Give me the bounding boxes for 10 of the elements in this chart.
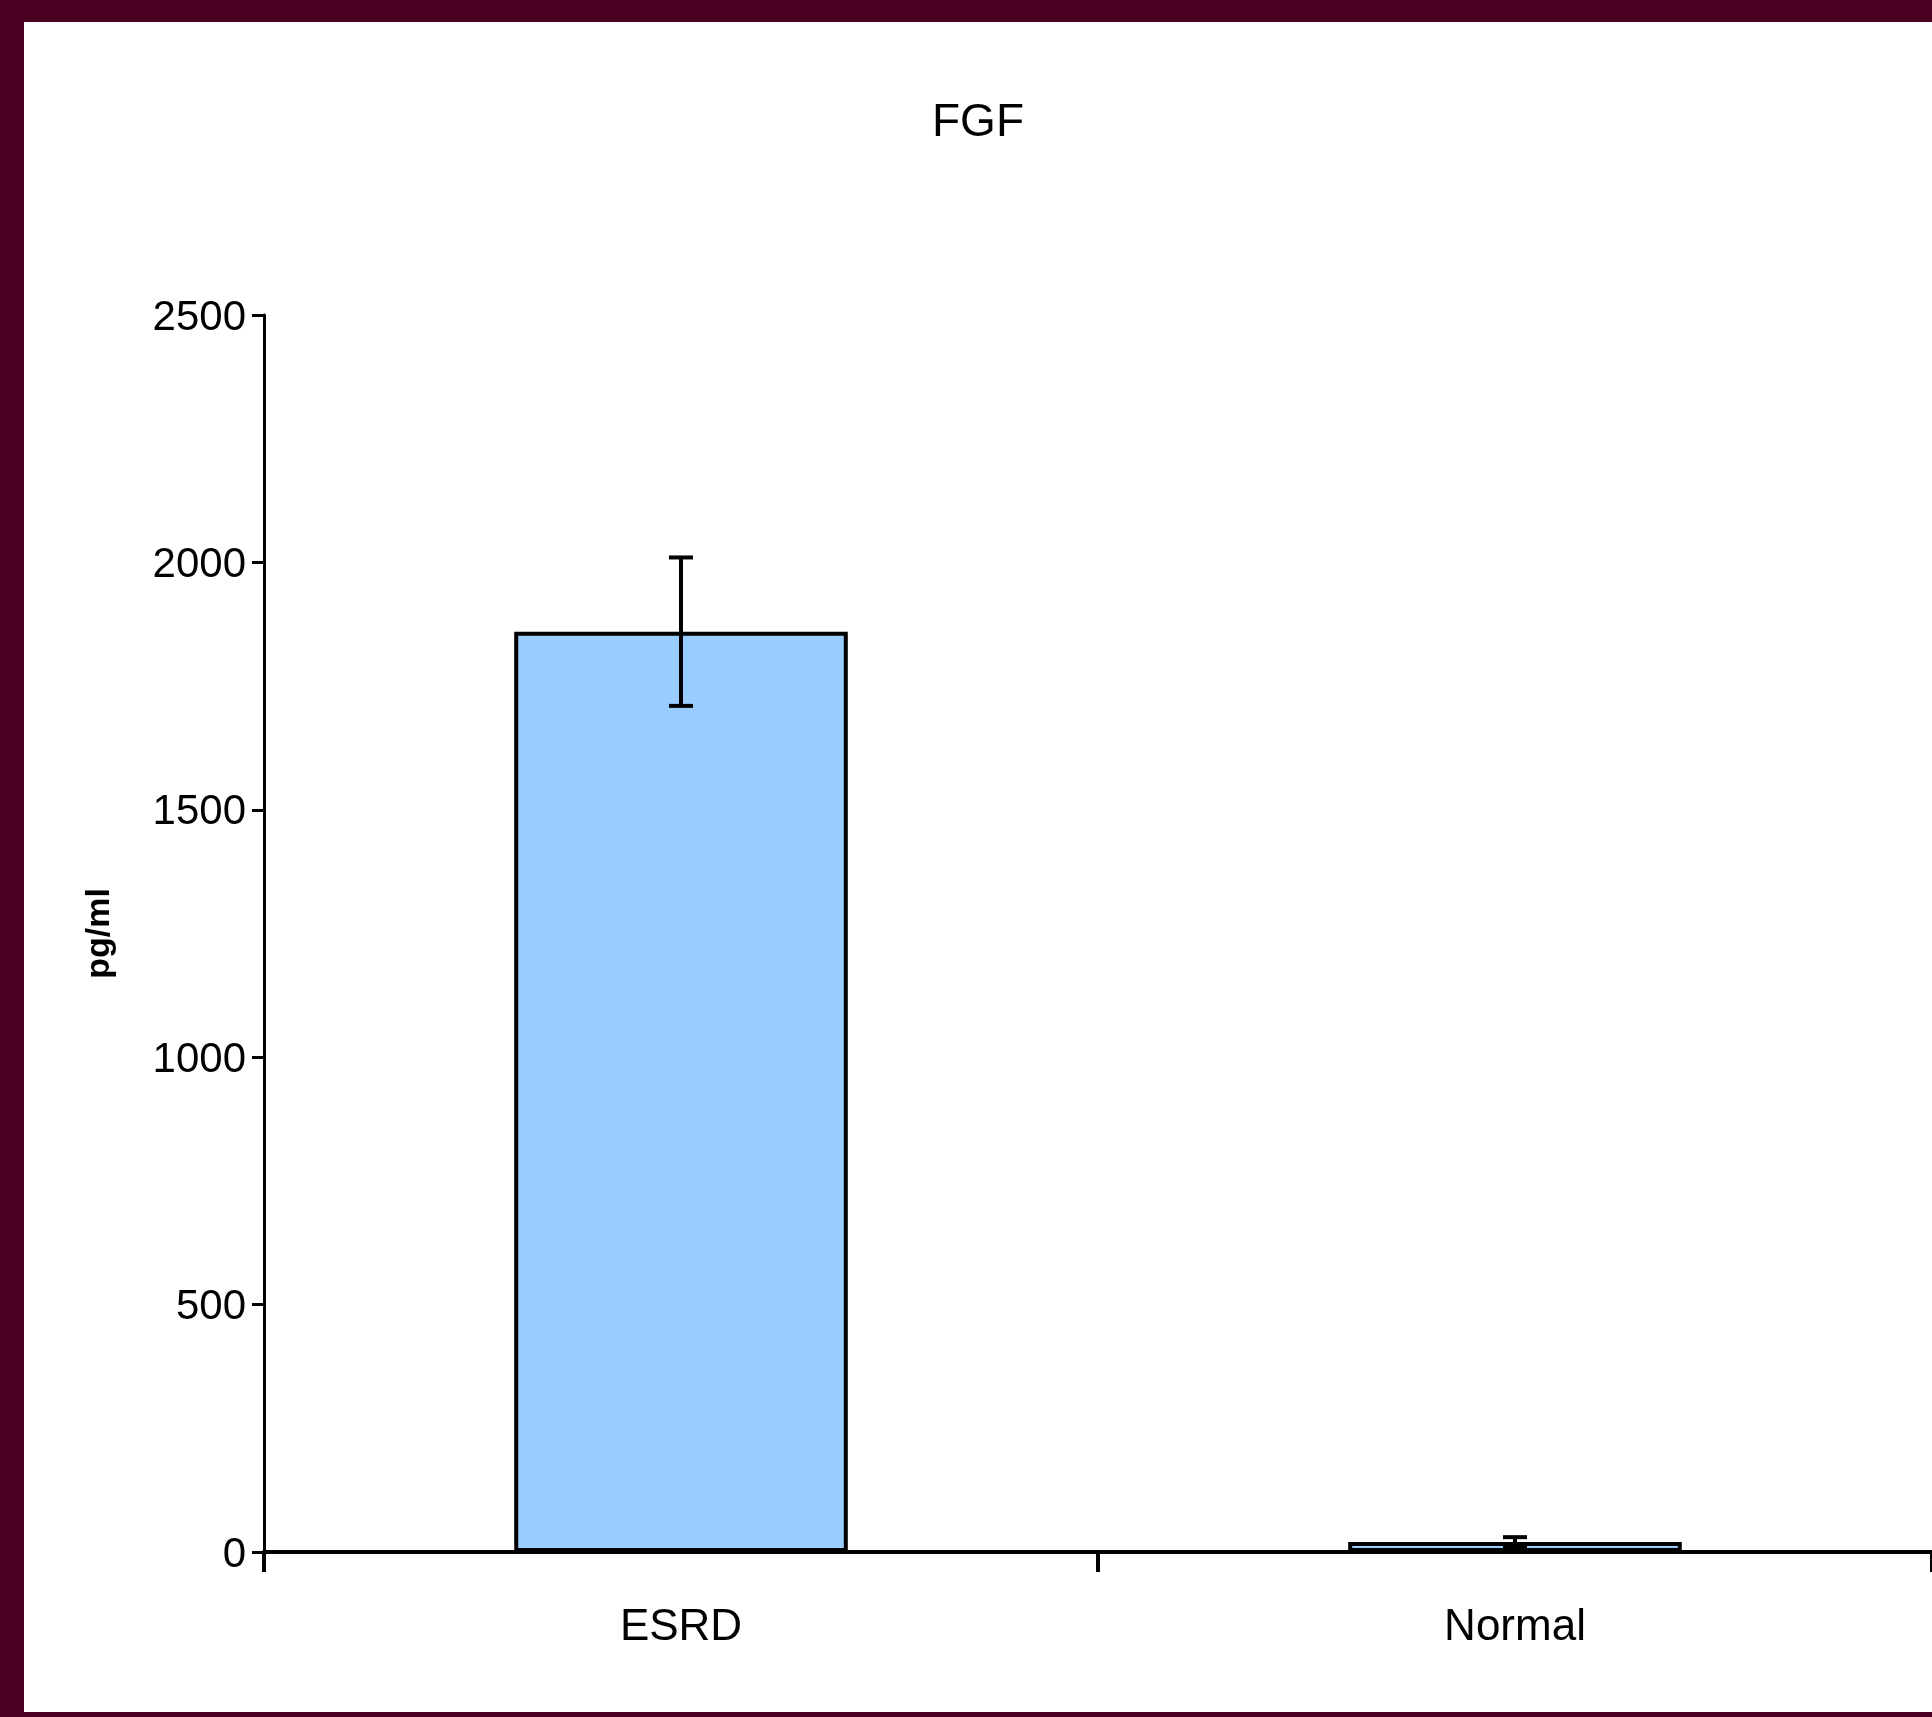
x-tick-label: Normal	[1444, 1599, 1586, 1649]
chart-title: FGF	[932, 94, 1024, 146]
y-tick-label: 2000	[152, 538, 246, 586]
x-tick-label: ESRD	[619, 1599, 743, 1649]
y-tick-label: 1000	[152, 1033, 246, 1081]
y-tick-label: 2500	[152, 291, 246, 339]
y-tick-label: 1500	[152, 786, 246, 834]
y-axis-title: pg/ml	[78, 888, 116, 979]
y-tick-label: 500	[175, 1281, 246, 1329]
y-tick-label: 0	[222, 1528, 246, 1576]
